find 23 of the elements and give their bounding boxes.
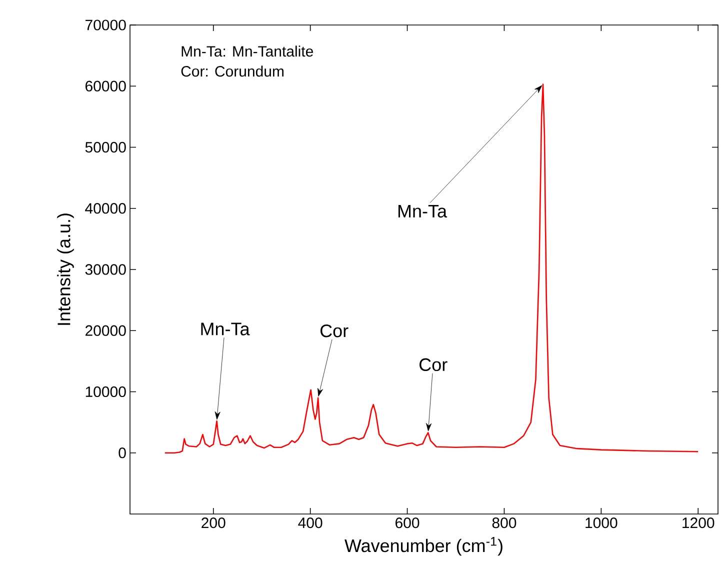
x-tick-label: 600 (396, 518, 420, 528)
annotation: Cor (420, 358, 448, 372)
x-axis-title: Wavenumber (cm$^{-1}$) (344, 537, 502, 556)
x-tick-label: 1000 (586, 518, 618, 528)
x-tick-label: 800 (492, 518, 516, 528)
y-tick-label: 40000 (85, 203, 126, 214)
y-tick-label: 70000 (86, 20, 126, 30)
x-tick-label: 1200 (682, 518, 714, 528)
annotation: Cor (320, 324, 348, 338)
line-series (164, 84, 699, 454)
y-axis-title: Intensity (a.u.) (57, 214, 74, 325)
annotation: Mn-Ta (201, 322, 250, 336)
x-tick-label: 400 (298, 518, 322, 528)
annotation: Mn-Ta (398, 205, 448, 218)
annotation: Mn-Ta: Mn-Tantalite (182, 46, 313, 57)
y-tick-label: 10000 (86, 386, 126, 398)
x-tick-label: 200 (202, 518, 226, 528)
annotation: Cor: Corundum (181, 66, 284, 77)
y-tick-label: 0 (118, 448, 126, 458)
y-tick-label: 30000 (85, 264, 126, 275)
y-tick-label: 20000 (86, 325, 126, 336)
y-tick-label: 50000 (85, 142, 126, 153)
y-tick-label: 60000 (86, 80, 126, 92)
